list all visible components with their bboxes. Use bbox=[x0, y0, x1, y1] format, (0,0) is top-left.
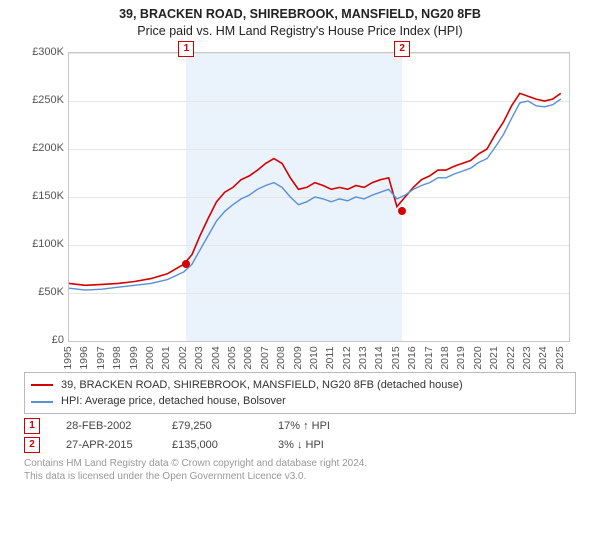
title-line-2: Price paid vs. HM Land Registry's House … bbox=[12, 23, 588, 40]
legend-swatch bbox=[31, 384, 53, 386]
series-line-blue bbox=[69, 99, 561, 290]
annotation-row: 1 28-FEB-2002 £79,250 17% ↑ HPI bbox=[24, 418, 576, 434]
x-tick-label: 2025 bbox=[554, 346, 566, 369]
legend-label: HPI: Average price, detached house, Bols… bbox=[61, 393, 286, 410]
x-tick-label: 2013 bbox=[357, 346, 369, 369]
marker-badge: 1 bbox=[24, 418, 40, 434]
y-tick-label: £150K bbox=[32, 190, 64, 202]
legend-item: 39, BRACKEN ROAD, SHIREBROOK, MANSFIELD,… bbox=[31, 377, 569, 394]
legend-label: 39, BRACKEN ROAD, SHIREBROOK, MANSFIELD,… bbox=[61, 377, 463, 394]
line-series-svg bbox=[69, 53, 569, 341]
title-line-1: 39, BRACKEN ROAD, SHIREBROOK, MANSFIELD,… bbox=[12, 6, 588, 23]
marker-badge: 2 bbox=[24, 437, 40, 453]
x-tick-label: 2012 bbox=[341, 346, 353, 369]
x-tick-label: 2010 bbox=[308, 346, 320, 369]
y-axis: £0£50K£100K£150K£200K£250K£300K bbox=[20, 52, 66, 340]
x-tick-label: 2019 bbox=[455, 346, 467, 369]
x-tick-label: 1997 bbox=[95, 346, 107, 369]
x-tick-label: 1996 bbox=[78, 346, 90, 369]
plot-area: 12 bbox=[68, 52, 570, 342]
x-tick-label: 2005 bbox=[226, 346, 238, 369]
footer-text: Contains HM Land Registry data © Crown c… bbox=[24, 457, 576, 484]
footer-line-2: This data is licensed under the Open Gov… bbox=[24, 470, 576, 484]
x-tick-label: 2021 bbox=[488, 346, 500, 369]
x-tick-label: 2011 bbox=[324, 346, 336, 369]
legend-swatch bbox=[31, 401, 53, 403]
x-tick-label: 2014 bbox=[373, 346, 385, 369]
x-tick-label: 2008 bbox=[275, 346, 287, 369]
marker-box: 2 bbox=[394, 41, 410, 57]
x-tick-label: 2004 bbox=[210, 346, 222, 369]
x-tick-label: 2017 bbox=[423, 346, 435, 369]
legend-item: HPI: Average price, detached house, Bols… bbox=[31, 393, 569, 410]
marker-box: 1 bbox=[178, 41, 194, 57]
annotation-delta: 3% ↓ HPI bbox=[278, 439, 358, 451]
x-tick-label: 2002 bbox=[177, 346, 189, 369]
x-tick-label: 2001 bbox=[160, 346, 172, 369]
marker-dot bbox=[398, 207, 406, 215]
y-tick-label: £50K bbox=[38, 286, 64, 298]
y-tick-label: £100K bbox=[32, 238, 64, 250]
annotation-row: 2 27-APR-2015 £135,000 3% ↓ HPI bbox=[24, 437, 576, 453]
x-tick-label: 1995 bbox=[62, 346, 74, 369]
annotation-rows: 1 28-FEB-2002 £79,250 17% ↑ HPI 2 27-APR… bbox=[24, 418, 576, 453]
x-tick-label: 1999 bbox=[128, 346, 140, 369]
legend-box: 39, BRACKEN ROAD, SHIREBROOK, MANSFIELD,… bbox=[24, 372, 576, 414]
x-tick-label: 2000 bbox=[144, 346, 156, 369]
y-tick-label: £200K bbox=[32, 142, 64, 154]
y-tick-label: £250K bbox=[32, 94, 64, 106]
footer-line-1: Contains HM Land Registry data © Crown c… bbox=[24, 457, 576, 471]
x-tick-label: 2024 bbox=[537, 346, 549, 369]
y-tick-label: £300K bbox=[32, 46, 64, 58]
x-tick-label: 2023 bbox=[521, 346, 533, 369]
x-tick-label: 2015 bbox=[390, 346, 402, 369]
x-tick-label: 2016 bbox=[406, 346, 418, 369]
x-tick-label: 2006 bbox=[242, 346, 254, 369]
x-tick-label: 2018 bbox=[439, 346, 451, 369]
x-tick-label: 2003 bbox=[193, 346, 205, 369]
x-tick-label: 1998 bbox=[111, 346, 123, 369]
y-tick-label: £0 bbox=[52, 334, 64, 346]
x-tick-label: 2007 bbox=[259, 346, 271, 369]
annotation-price: £135,000 bbox=[172, 439, 252, 451]
x-tick-label: 2009 bbox=[292, 346, 304, 369]
annotation-date: 27-APR-2015 bbox=[66, 439, 146, 451]
annotation-date: 28-FEB-2002 bbox=[66, 420, 146, 432]
annotation-delta: 17% ↑ HPI bbox=[278, 420, 358, 432]
marker-dot bbox=[182, 260, 190, 268]
price-chart: £0 £50K £100K £150K £200K £250K £300K 12 1995 1… bbox=[20, 46, 580, 366]
x-axis: 1995199619971998199920002001200220032004… bbox=[68, 344, 568, 366]
annotation-price: £79,250 bbox=[172, 420, 252, 432]
x-tick-label: 2020 bbox=[472, 346, 484, 369]
x-tick-label: 2022 bbox=[505, 346, 517, 369]
series-line-red bbox=[69, 93, 561, 285]
